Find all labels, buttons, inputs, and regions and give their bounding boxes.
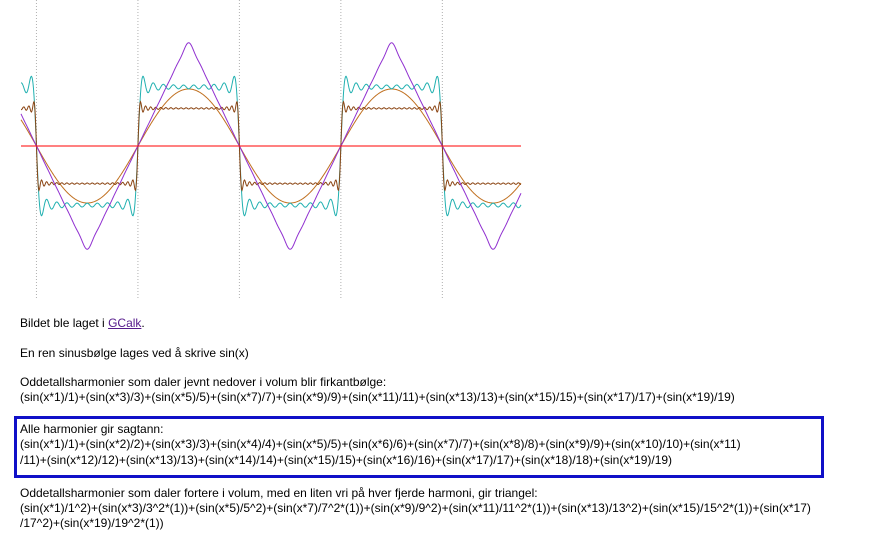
square-formula: (sin(x*1)/1)+(sin(x*3)/3)+(sin(x*5)/5)+(… xyxy=(20,390,735,404)
waveform-plot xyxy=(20,0,522,298)
square-19-curve xyxy=(20,75,522,217)
plot-curves xyxy=(20,42,522,250)
square-heading: Oddetallsharmonier som daler jevnt nedov… xyxy=(20,375,387,389)
credit-suffix: . xyxy=(141,316,145,330)
triangle-curve xyxy=(20,42,522,250)
sawtooth-heading: Alle harmonier gir sagtann: xyxy=(20,422,164,436)
sawtooth-highlight-box xyxy=(14,416,824,478)
sine-curve xyxy=(20,88,522,204)
triangle-formula-line-1: (sin(x*1)/1^2)+(sin(x*3)/3^2*(1))+(sin(x… xyxy=(20,501,811,515)
sawtooth-formula-line-1: (sin(x*1)/1)+(sin(x*2)/2)+(sin(x*3)/3)+(… xyxy=(20,437,741,451)
pure-sine-text: En ren sinusbølge lages ved å skrive sin… xyxy=(20,346,249,360)
square-39-curve xyxy=(20,100,522,192)
credit-line: Bildet ble laget i GCalk. xyxy=(20,316,145,331)
gcalk-link[interactable]: GCalk xyxy=(108,316,142,330)
triangle-formula-line-2: /17^2)+(sin(x*19)/19^2*(1)) xyxy=(20,516,164,530)
sawtooth-formula-line-2: /11)+(sin(x*12)/12)+(sin(x*13)/13)+(sin(… xyxy=(20,453,673,467)
triangle-heading: Oddetallsharmonier som daler fortere i v… xyxy=(20,486,538,500)
credit-prefix: Bildet ble laget i xyxy=(20,316,109,330)
